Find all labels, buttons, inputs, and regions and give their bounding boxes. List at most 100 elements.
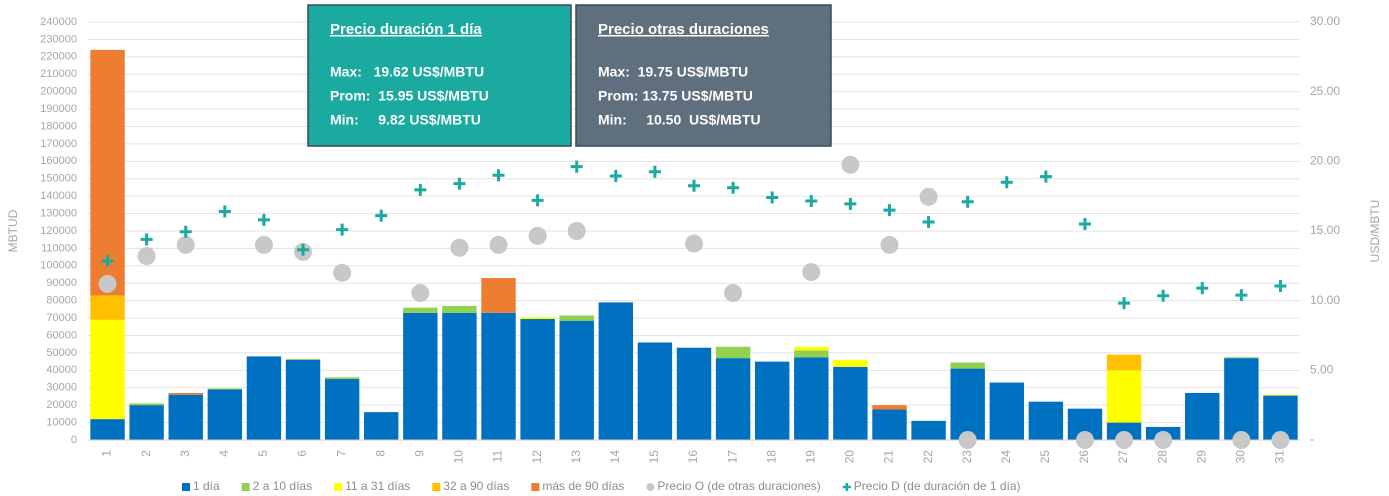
circle-marker: [411, 284, 430, 303]
y-tick-label: 110000: [41, 242, 77, 254]
bar-segment: [481, 312, 516, 440]
bar-segment: [754, 361, 790, 440]
circle-marker: [254, 235, 273, 254]
x-tick-label: 24: [999, 450, 1013, 464]
bar-segment: [168, 392, 203, 395]
bar-segment: [90, 419, 125, 440]
y-tick-label: 120000: [40, 225, 77, 237]
x-tick-label: 6: [295, 450, 309, 457]
bar-segment: [872, 409, 907, 440]
y-tick-label: 200000: [40, 86, 77, 98]
bar-segment: [833, 359, 868, 367]
plus-marker: [844, 197, 857, 210]
plus-marker: [531, 194, 544, 207]
plus-marker: [218, 205, 231, 218]
legend-marker: [842, 483, 851, 491]
annotation-box: [575, 4, 832, 147]
circle-marker: [489, 235, 508, 254]
legend-label: Precio O (de otras duraciones): [657, 479, 820, 493]
x-tick-label: 20: [843, 450, 857, 464]
plus-marker: [648, 165, 661, 178]
y2-tick-label: 25.00: [1310, 84, 1340, 98]
y2-axis-label: USD/MBTU: [1368, 200, 1382, 263]
y-tick-label: 180000: [40, 120, 77, 132]
y-tick-label: 60000: [46, 329, 77, 341]
bar-segment: [207, 389, 243, 440]
x-tick-label: 7: [334, 450, 348, 457]
circle-marker: [567, 222, 586, 240]
y-tick-label: 160000: [40, 155, 77, 167]
annotation-line: Prom: 15.95 US$/MBTU: [330, 88, 489, 104]
y-tick-label: 150000: [40, 173, 77, 185]
y-tick-label: 190000: [40, 103, 77, 115]
x-tick-label: 10: [452, 450, 466, 464]
x-tick-label: 29: [1194, 450, 1208, 464]
plus-marker: [922, 215, 935, 228]
bar-segment: [1106, 354, 1142, 371]
bar-segment: [872, 405, 907, 410]
plus-marker: [766, 191, 779, 204]
y2-tick-label: 5.00: [1310, 363, 1334, 377]
legend-label: 11 a 31 días: [345, 479, 410, 493]
y-tick-label: 30000: [46, 382, 77, 394]
legend-label: Precio D (de duración de 1 día): [854, 479, 1021, 493]
y2-tick-label: 10.00: [1310, 293, 1340, 307]
circle-marker: [841, 155, 860, 174]
bar-segment: [794, 350, 829, 358]
legend-marker: [531, 483, 540, 491]
y-tick-label: 140000: [40, 190, 77, 202]
x-tick-label: 2: [139, 450, 153, 457]
y-tick-label: 80000: [46, 295, 77, 307]
y-tick-label: 50000: [46, 347, 77, 359]
annotation-line: Prom: 13.75 US$/MBTU: [598, 88, 753, 104]
bar-segment: [520, 318, 555, 440]
legend-label: más de 90 días: [542, 479, 624, 493]
circle-marker: [333, 263, 352, 282]
bar-segment: [1185, 392, 1220, 440]
x-tick-label: 1: [100, 450, 114, 457]
bar-segment: [168, 394, 203, 440]
y-tick-label: 100000: [40, 260, 77, 272]
annotation-line: Min: 10.50 US$/MBTU: [598, 112, 761, 128]
bar-segment: [481, 278, 516, 313]
legend-marker: [432, 483, 441, 491]
plus-marker: [297, 243, 310, 256]
x-tick-label: 23: [960, 450, 974, 464]
circle-marker: [880, 235, 899, 254]
bar-segment: [559, 315, 594, 321]
plus-marker: [492, 169, 505, 182]
y-axis-label: MBTUD: [6, 209, 20, 252]
legend-marker: [182, 483, 190, 491]
bar-segment: [989, 382, 1024, 440]
bar-segment: [598, 302, 634, 440]
plus-marker: [179, 225, 192, 238]
circle-marker: [176, 235, 195, 254]
x-tick-label: 30: [1234, 450, 1248, 464]
bar-segment: [1224, 358, 1259, 440]
y2-tick-label: -: [1310, 432, 1314, 446]
bar-segment: [403, 307, 438, 313]
x-tick-label: 18: [764, 450, 778, 464]
x-tick-label: 14: [608, 450, 622, 464]
circle-marker: [802, 263, 821, 282]
bar-segment: [285, 359, 321, 360]
bar-segment: [246, 356, 282, 440]
circle-marker: [685, 234, 703, 253]
x-tick-label: 13: [569, 450, 583, 464]
plus-marker: [727, 181, 740, 194]
circle-marker: [724, 284, 743, 303]
x-tick-label: 19: [803, 450, 817, 464]
bar-segment: [794, 357, 829, 440]
plus-marker: [1078, 218, 1091, 231]
legend-label: 32 a 90 días: [443, 479, 509, 493]
legend-marker: [241, 483, 250, 491]
x-tick-label: 12: [530, 450, 544, 464]
plus-marker: [101, 254, 114, 267]
annotation-box: [307, 4, 572, 147]
legend-marker: [334, 483, 343, 491]
annotation-line: Min: 9.82 US$/MBTU: [330, 112, 481, 128]
bar-segment: [442, 312, 477, 440]
bar-segment: [324, 379, 360, 440]
circle-marker: [450, 238, 469, 257]
annotation-line: Max: 19.75 US$/MBTU: [598, 64, 748, 80]
